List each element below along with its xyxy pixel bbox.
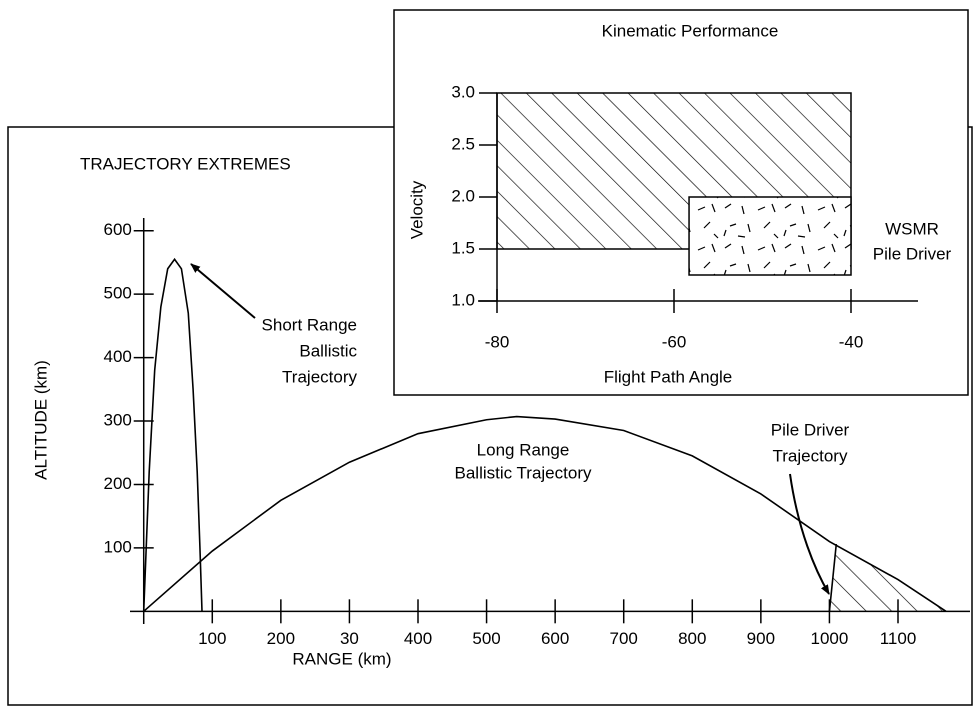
x-tick-label: 400 — [404, 629, 432, 648]
x-axis-label: RANGE (km) — [292, 649, 391, 668]
annotation: Trajectory — [773, 446, 848, 465]
region-label: Pile Driver — [873, 244, 952, 263]
chart-title: TRAJECTORY EXTREMES — [80, 154, 291, 173]
annotation: Ballistic — [299, 341, 357, 360]
x-tick-label: 900 — [747, 629, 775, 648]
y-tick-label: 100 — [104, 537, 132, 556]
annotation: Ballistic Trajectory — [455, 463, 592, 482]
x-axis-label: Flight Path Angle — [604, 367, 733, 386]
trajectory-line — [143, 415, 947, 612]
y-axis-label: ALTITUDE (km) — [31, 360, 50, 480]
trajectory-line — [828, 543, 838, 612]
x-tick-label: 100 — [198, 629, 226, 648]
annotation: Trajectory — [282, 367, 357, 386]
annotation: Short Range — [262, 315, 357, 334]
annotation: Pile Driver — [771, 420, 850, 439]
inset-chart: WSMR Pile Driver -80 -60 -40 1.0 1.5 2.0 2.5 3.0 K… — [407, 21, 951, 386]
x-tick-label: 500 — [472, 629, 500, 648]
annotation: Long Range — [477, 440, 570, 459]
y-tick-label: 600 — [104, 220, 132, 239]
y-tick-label: 200 — [104, 474, 132, 493]
y-tick-label: 3.0 — [451, 82, 475, 101]
x-tick-label: 600 — [541, 629, 569, 648]
y-tick-label: 500 — [104, 284, 132, 303]
x-tick-label: 1100 — [880, 629, 917, 648]
y-tick-label: 1.5 — [451, 238, 475, 257]
x-tick-label: 1000 — [811, 629, 849, 648]
y-axis-label: Velocity — [407, 180, 426, 239]
trajectory-line — [142, 257, 203, 612]
x-tick-label: -80 — [485, 332, 510, 351]
x-tick-label: 800 — [678, 629, 706, 648]
x-tick-label: 30 — [340, 629, 359, 648]
x-tick-label: -40 — [839, 332, 864, 351]
arrow — [190, 263, 256, 319]
main-chart: 100 200 30 400 500 600 700 800 900 1000 1100 100 200… — [31, 154, 970, 668]
chart-title: Kinematic Performance — [602, 21, 779, 40]
x-tick-label: 700 — [610, 629, 638, 648]
y-tick-label: 2.0 — [451, 186, 475, 205]
x-tick-label: -60 — [662, 332, 687, 351]
x-tick-label: 200 — [267, 629, 295, 648]
y-tick-label: 300 — [104, 410, 132, 429]
arrow — [789, 473, 830, 595]
hatched-area — [829, 544, 946, 612]
y-tick-label: 400 — [104, 347, 132, 366]
region-label: WSMR — [885, 219, 939, 238]
y-tick-label: 1.0 — [451, 290, 475, 309]
region — [688, 196, 852, 276]
y-tick-label: 2.5 — [451, 134, 475, 153]
